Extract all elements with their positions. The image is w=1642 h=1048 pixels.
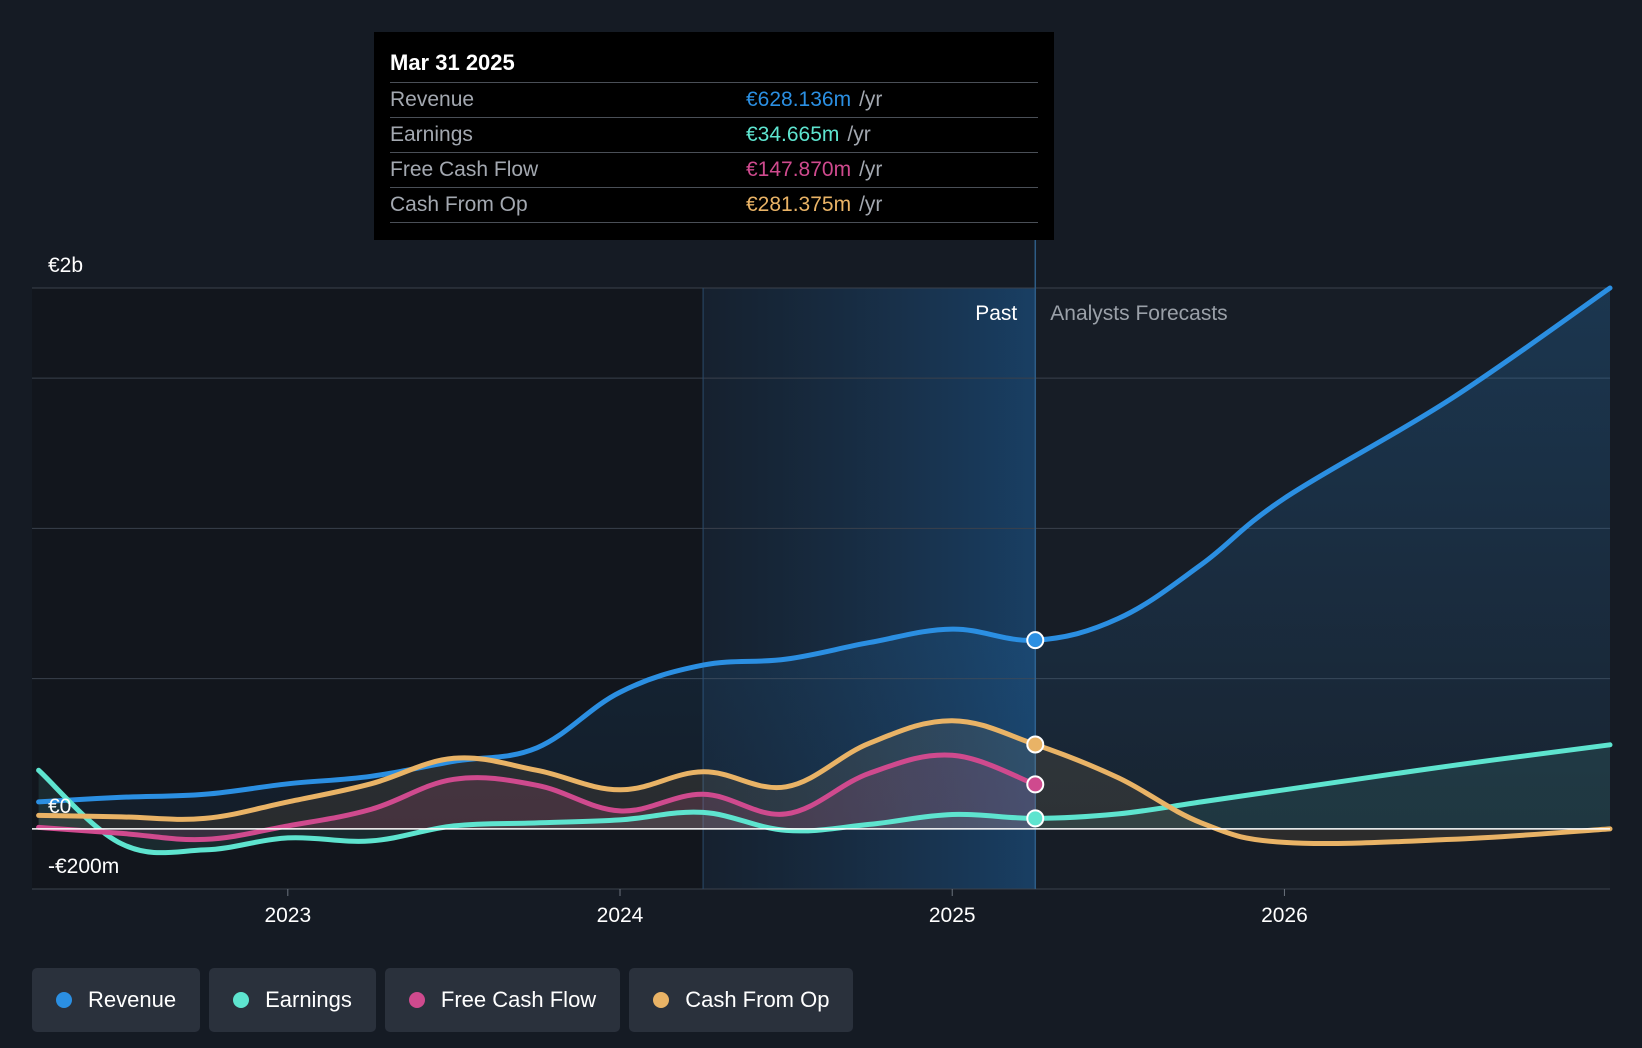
legend-item-free-cash-flow[interactable]: Free Cash Flow <box>384 968 621 1032</box>
tooltip-value: €147.870m <box>746 158 852 181</box>
legend-label: Cash From Op <box>685 987 830 1012</box>
legend-item-revenue[interactable]: Revenue <box>32 968 201 1032</box>
series-area-earnings <box>38 744 1611 853</box>
legend: Revenue Earnings Free Cash Flow Cash Fro… <box>32 968 854 1032</box>
tooltip-row-revenue: Revenue €628.136m /yr <box>390 83 1038 118</box>
tooltip-label: Free Cash Flow <box>390 158 539 181</box>
legend-dot-icon <box>408 992 425 1008</box>
x-tick-label: 2023 <box>264 904 311 927</box>
marker-point-free-cash-flow <box>1026 775 1045 794</box>
tooltip-label: Revenue <box>390 88 475 111</box>
past-label: Past <box>975 302 1017 325</box>
tooltip-row-earnings: Earnings €34.665m /yr <box>390 118 1038 153</box>
tooltip-label: Cash From Op <box>390 193 528 216</box>
legend-dot-icon <box>653 992 670 1008</box>
series-area-revenue <box>38 288 1611 829</box>
marker-point-earnings <box>1026 809 1045 828</box>
series-line-free-cash-flow <box>36 752 1038 843</box>
legend-item-earnings[interactable]: Earnings <box>209 968 376 1032</box>
x-tick-label: 2026 <box>1261 904 1308 927</box>
forecast-label: Analysts Forecasts <box>1050 302 1227 325</box>
tooltip-value: €628.136m <box>746 88 852 111</box>
tooltip-value: €34.665m <box>746 123 840 146</box>
tooltip-unit: /yr <box>859 88 883 111</box>
legend-label: Free Cash Flow <box>440 987 597 1012</box>
legend-label: Earnings <box>265 987 352 1012</box>
series-line-earnings <box>36 742 1613 856</box>
tooltip-label: Earnings <box>390 123 473 146</box>
marker-point-cash-from-op <box>1026 735 1045 754</box>
legend-label: Revenue <box>88 987 177 1012</box>
tooltip-row-free-cash-flow: Free Cash Flow €147.870m /yr <box>390 153 1038 188</box>
series-area-cash-from-op <box>38 720 1611 844</box>
x-tick-label: 2025 <box>929 904 976 927</box>
tooltip-unit: /yr <box>847 123 871 146</box>
tooltip-unit: /yr <box>859 193 883 216</box>
legend-dot-icon <box>56 992 72 1008</box>
legend-item-cash-from-op[interactable]: Cash From Op <box>629 968 854 1032</box>
tooltip-date: Mar 31 2025 <box>390 46 1038 83</box>
y-tick-label: -€200m <box>48 855 119 878</box>
series-line-cash-from-op <box>36 718 1613 847</box>
tooltip: Mar 31 2025 Revenue €628.136m /yr Earnin… <box>374 32 1054 240</box>
tooltip-row-cash-from-op: Cash From Op €281.375m /yr <box>390 188 1038 223</box>
x-tick-label: 2024 <box>597 904 644 927</box>
tooltip-value: €281.375m <box>746 193 852 216</box>
legend-dot-icon <box>233 992 250 1008</box>
marker-point-revenue <box>1026 631 1045 650</box>
y-tick-label: €2b <box>48 254 83 277</box>
series-area-free-cash-flow <box>38 755 1036 840</box>
tooltip-unit: /yr <box>859 158 883 181</box>
y-tick-label: €0 <box>48 795 71 818</box>
series-line-revenue <box>36 285 1613 805</box>
